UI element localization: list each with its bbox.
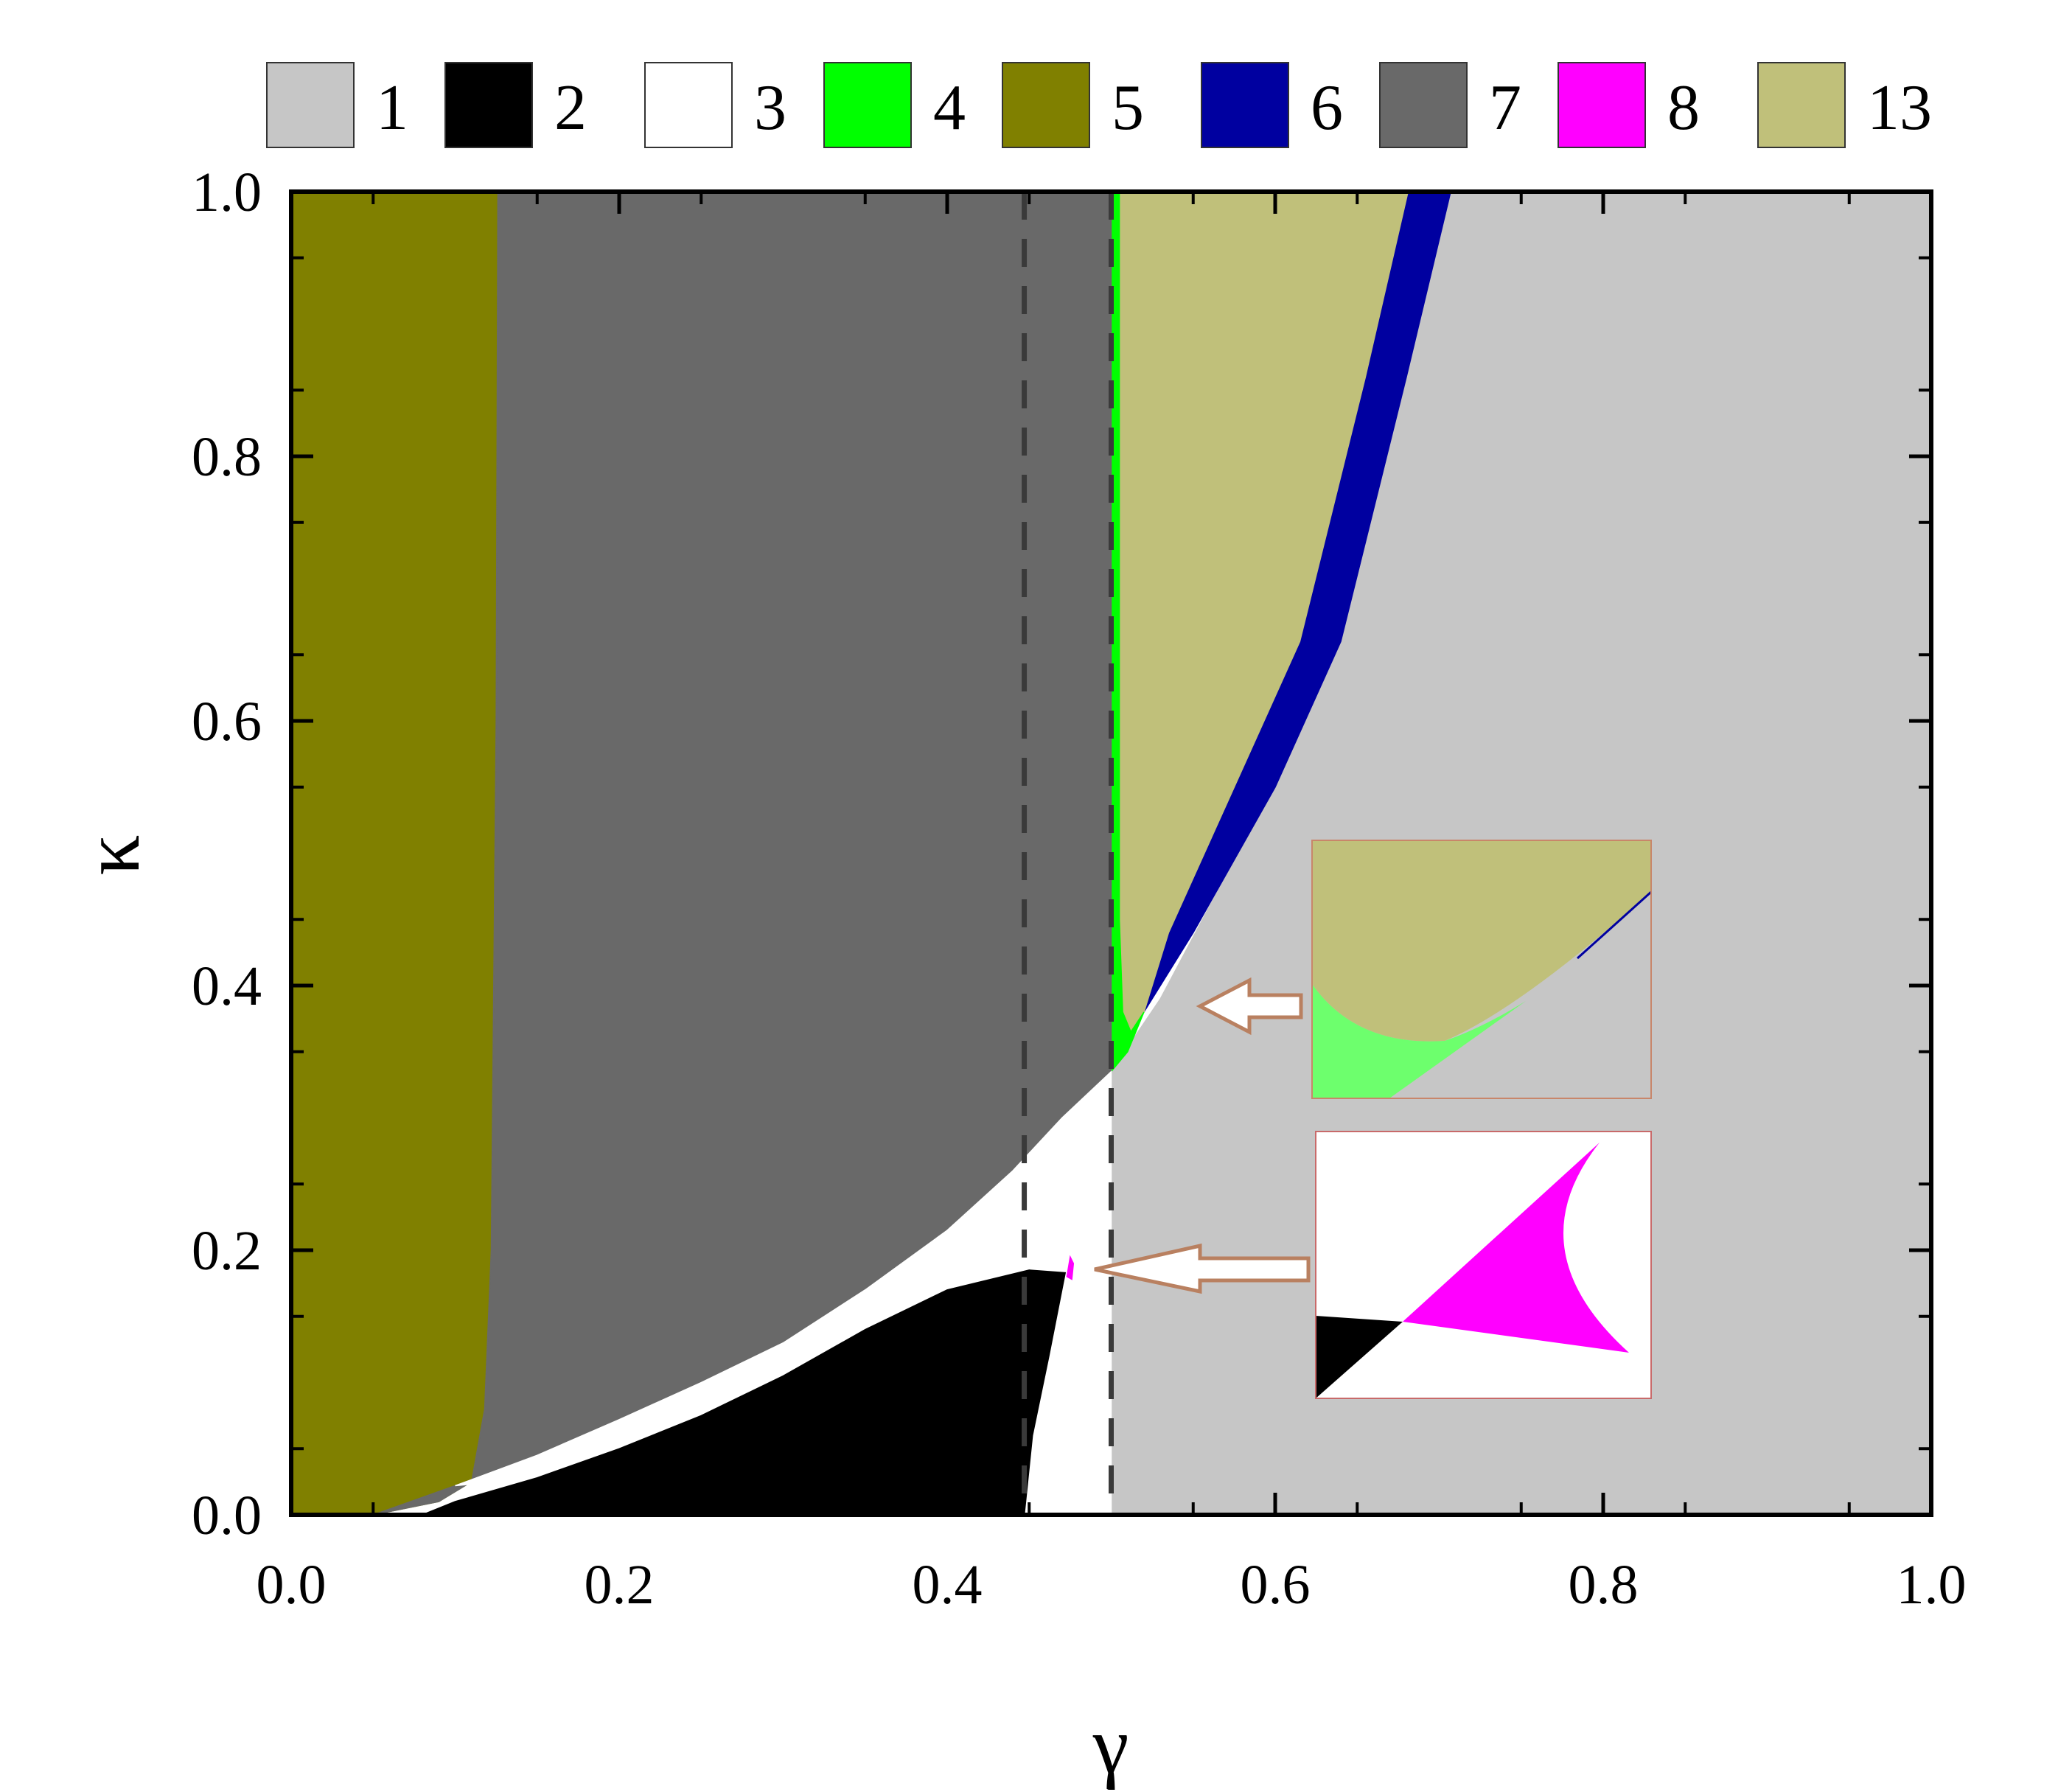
legend-label-13: 13 (1867, 72, 1932, 144)
legend-label-1: 1 (376, 72, 408, 144)
y-tick-label: 0.4 (192, 955, 262, 1017)
legend-label-3: 3 (754, 72, 786, 144)
arrow-lower (1094, 1243, 1311, 1294)
inset-lower-region-8 (1403, 1143, 1629, 1353)
inset-arrows (1094, 977, 1311, 1294)
legend-label-5: 5 (1112, 72, 1144, 144)
legend-swatch-13 (1757, 62, 1846, 148)
inset-upper-region-13 (1312, 840, 1651, 1042)
region-2 (422, 1269, 1067, 1515)
legend-label-2: 2 (554, 72, 587, 144)
legend-swatch-2 (444, 62, 533, 148)
y-tick-label: 0.0 (192, 1485, 262, 1547)
legend-label-4: 4 (933, 72, 966, 144)
insets (1311, 840, 1653, 1399)
legend-swatch-4 (823, 62, 912, 148)
region-4 (1110, 192, 1145, 1073)
inset-upper (1311, 840, 1653, 1099)
inset-lower (1315, 1131, 1652, 1399)
region-5 (291, 192, 499, 1515)
y-tick-label: 0.8 (192, 426, 262, 488)
legend-swatch-1 (266, 62, 355, 148)
x-tick-label: 1.0 (1897, 1554, 1967, 1616)
legend-label-7: 7 (1489, 72, 1521, 144)
y-tick-label: 0.6 (192, 691, 262, 753)
legend-swatch-6 (1201, 62, 1289, 148)
y-tick-label: 0.2 (192, 1220, 262, 1282)
legend-label-8: 8 (1667, 72, 1700, 144)
inset-upper-region-6 (1576, 890, 1653, 960)
inset-lower-region-2 (1316, 1316, 1403, 1398)
y-axis-label: κ (66, 834, 156, 875)
legend: 1 2 3 4 5 6 7 8 13 (266, 62, 1932, 148)
legend-swatch-3 (644, 62, 733, 148)
legend-label-6: 6 (1311, 72, 1343, 144)
inset-lower-frame (1315, 1131, 1652, 1399)
x-tick-label: 0.4 (913, 1554, 983, 1616)
legend-swatch-5 (1002, 62, 1090, 148)
legend-swatch-7 (1379, 62, 1468, 148)
x-tick-label: 0.8 (1569, 1554, 1639, 1616)
inset-upper-region-4 (1312, 984, 1526, 1098)
region-8 (1066, 1255, 1075, 1280)
y-tick-label: 1.0 (192, 161, 262, 223)
x-axis-label: γ (1092, 1701, 1129, 1791)
x-tick-label: 0.6 (1241, 1554, 1311, 1616)
plot-frame (289, 189, 1933, 1517)
x-tick-label: 0.2 (585, 1554, 655, 1616)
x-tick-label: 0.0 (257, 1554, 327, 1616)
legend-swatch-8 (1558, 62, 1646, 148)
dashed-lines (1022, 192, 1114, 1515)
inset-upper-frame (1311, 840, 1652, 1099)
arrow-upper (1196, 977, 1303, 1036)
axis-ticks: 0.0 0.2 0.4 0.6 0.8 1.0 0.0 0.2 0.4 0.6 0.8 1.0 (192, 161, 1967, 1616)
